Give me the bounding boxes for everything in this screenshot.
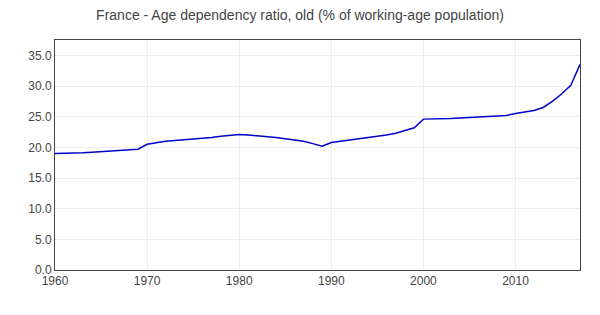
svg-text:20.0: 20.0	[28, 141, 52, 155]
svg-text:1970: 1970	[134, 274, 161, 288]
svg-text:15.0: 15.0	[28, 171, 52, 185]
svg-text:France - Age dependency ratio,: France - Age dependency ratio, old (% of…	[96, 7, 504, 23]
svg-text:2000: 2000	[410, 274, 437, 288]
svg-text:1990: 1990	[318, 274, 345, 288]
svg-text:35.0: 35.0	[28, 49, 52, 63]
svg-text:2010: 2010	[502, 274, 529, 288]
svg-text:1960: 1960	[42, 274, 69, 288]
svg-text:0.0: 0.0	[35, 263, 52, 277]
svg-text:5.0: 5.0	[35, 233, 52, 247]
svg-text:25.0: 25.0	[28, 110, 52, 124]
svg-text:10.0: 10.0	[28, 202, 52, 216]
svg-text:30.0: 30.0	[28, 79, 52, 93]
svg-text:1980: 1980	[226, 274, 253, 288]
